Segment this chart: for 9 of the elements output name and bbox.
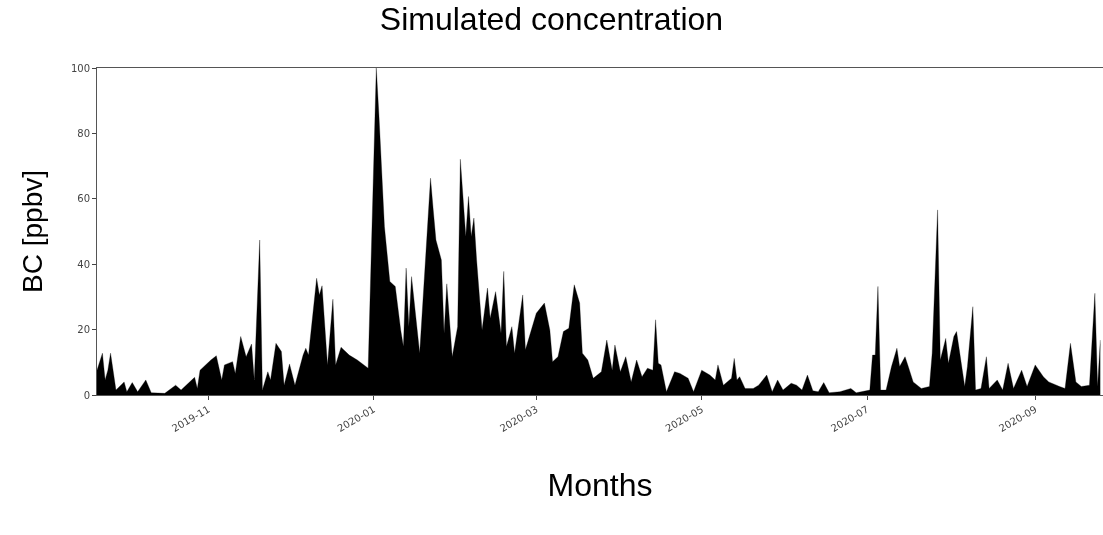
y-tick-label: 80 <box>77 127 90 139</box>
y-tick-label: 100 <box>70 62 90 74</box>
y-tick-label: 20 <box>77 324 90 336</box>
chart-title: Simulated concentration <box>379 1 724 38</box>
y-axis-title: BC [ppbv] <box>16 170 48 293</box>
x-axis-title: Months <box>547 466 653 503</box>
y-tick-label: 60 <box>77 193 90 205</box>
y-tick-label: 40 <box>77 258 90 270</box>
y-tick-label: 0 <box>83 389 90 401</box>
